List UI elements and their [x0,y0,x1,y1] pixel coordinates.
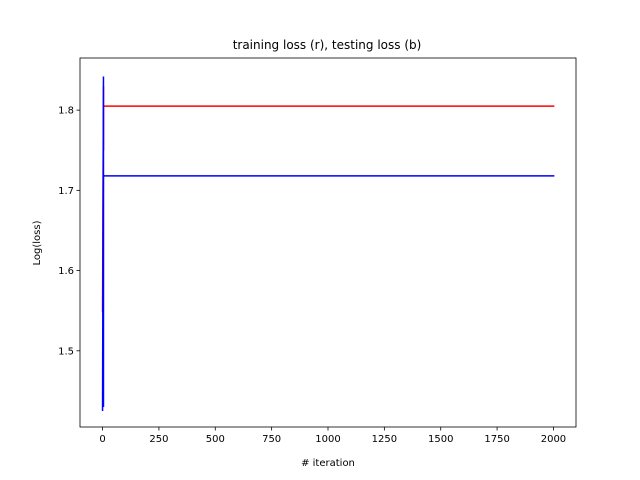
x-tick-label: 0 [99,434,105,445]
x-tick-label: 500 [206,434,225,445]
y-axis-label: Log(loss) [32,220,43,265]
y-tick-label: 1.7 [58,186,74,197]
x-tick-label: 1500 [428,434,453,445]
y-tick-label: 1.8 [58,106,74,117]
x-axis-label: # iteration [301,458,355,469]
y-tick-label: 1.5 [58,346,74,357]
x-tick-label: 250 [149,434,168,445]
x-tick-label: 1750 [484,434,509,445]
plot-frame [79,57,577,428]
y-axis: 1.5 1.6 1.7 1.8 [58,106,80,357]
x-tick-label: 750 [262,434,281,445]
x-tick-label: 1000 [315,434,340,445]
y-tick-label: 1.6 [58,266,74,277]
x-axis: 0 250 500 750 1000 1250 1500 1750 2000 [99,427,566,445]
x-tick-label: 2000 [541,434,566,445]
series-layer [101,76,555,411]
series-line-0 [101,86,555,313]
chart-title: training loss (r), testing loss (b) [233,38,422,52]
series-line-1 [101,76,555,411]
x-tick-label: 1250 [372,434,397,445]
